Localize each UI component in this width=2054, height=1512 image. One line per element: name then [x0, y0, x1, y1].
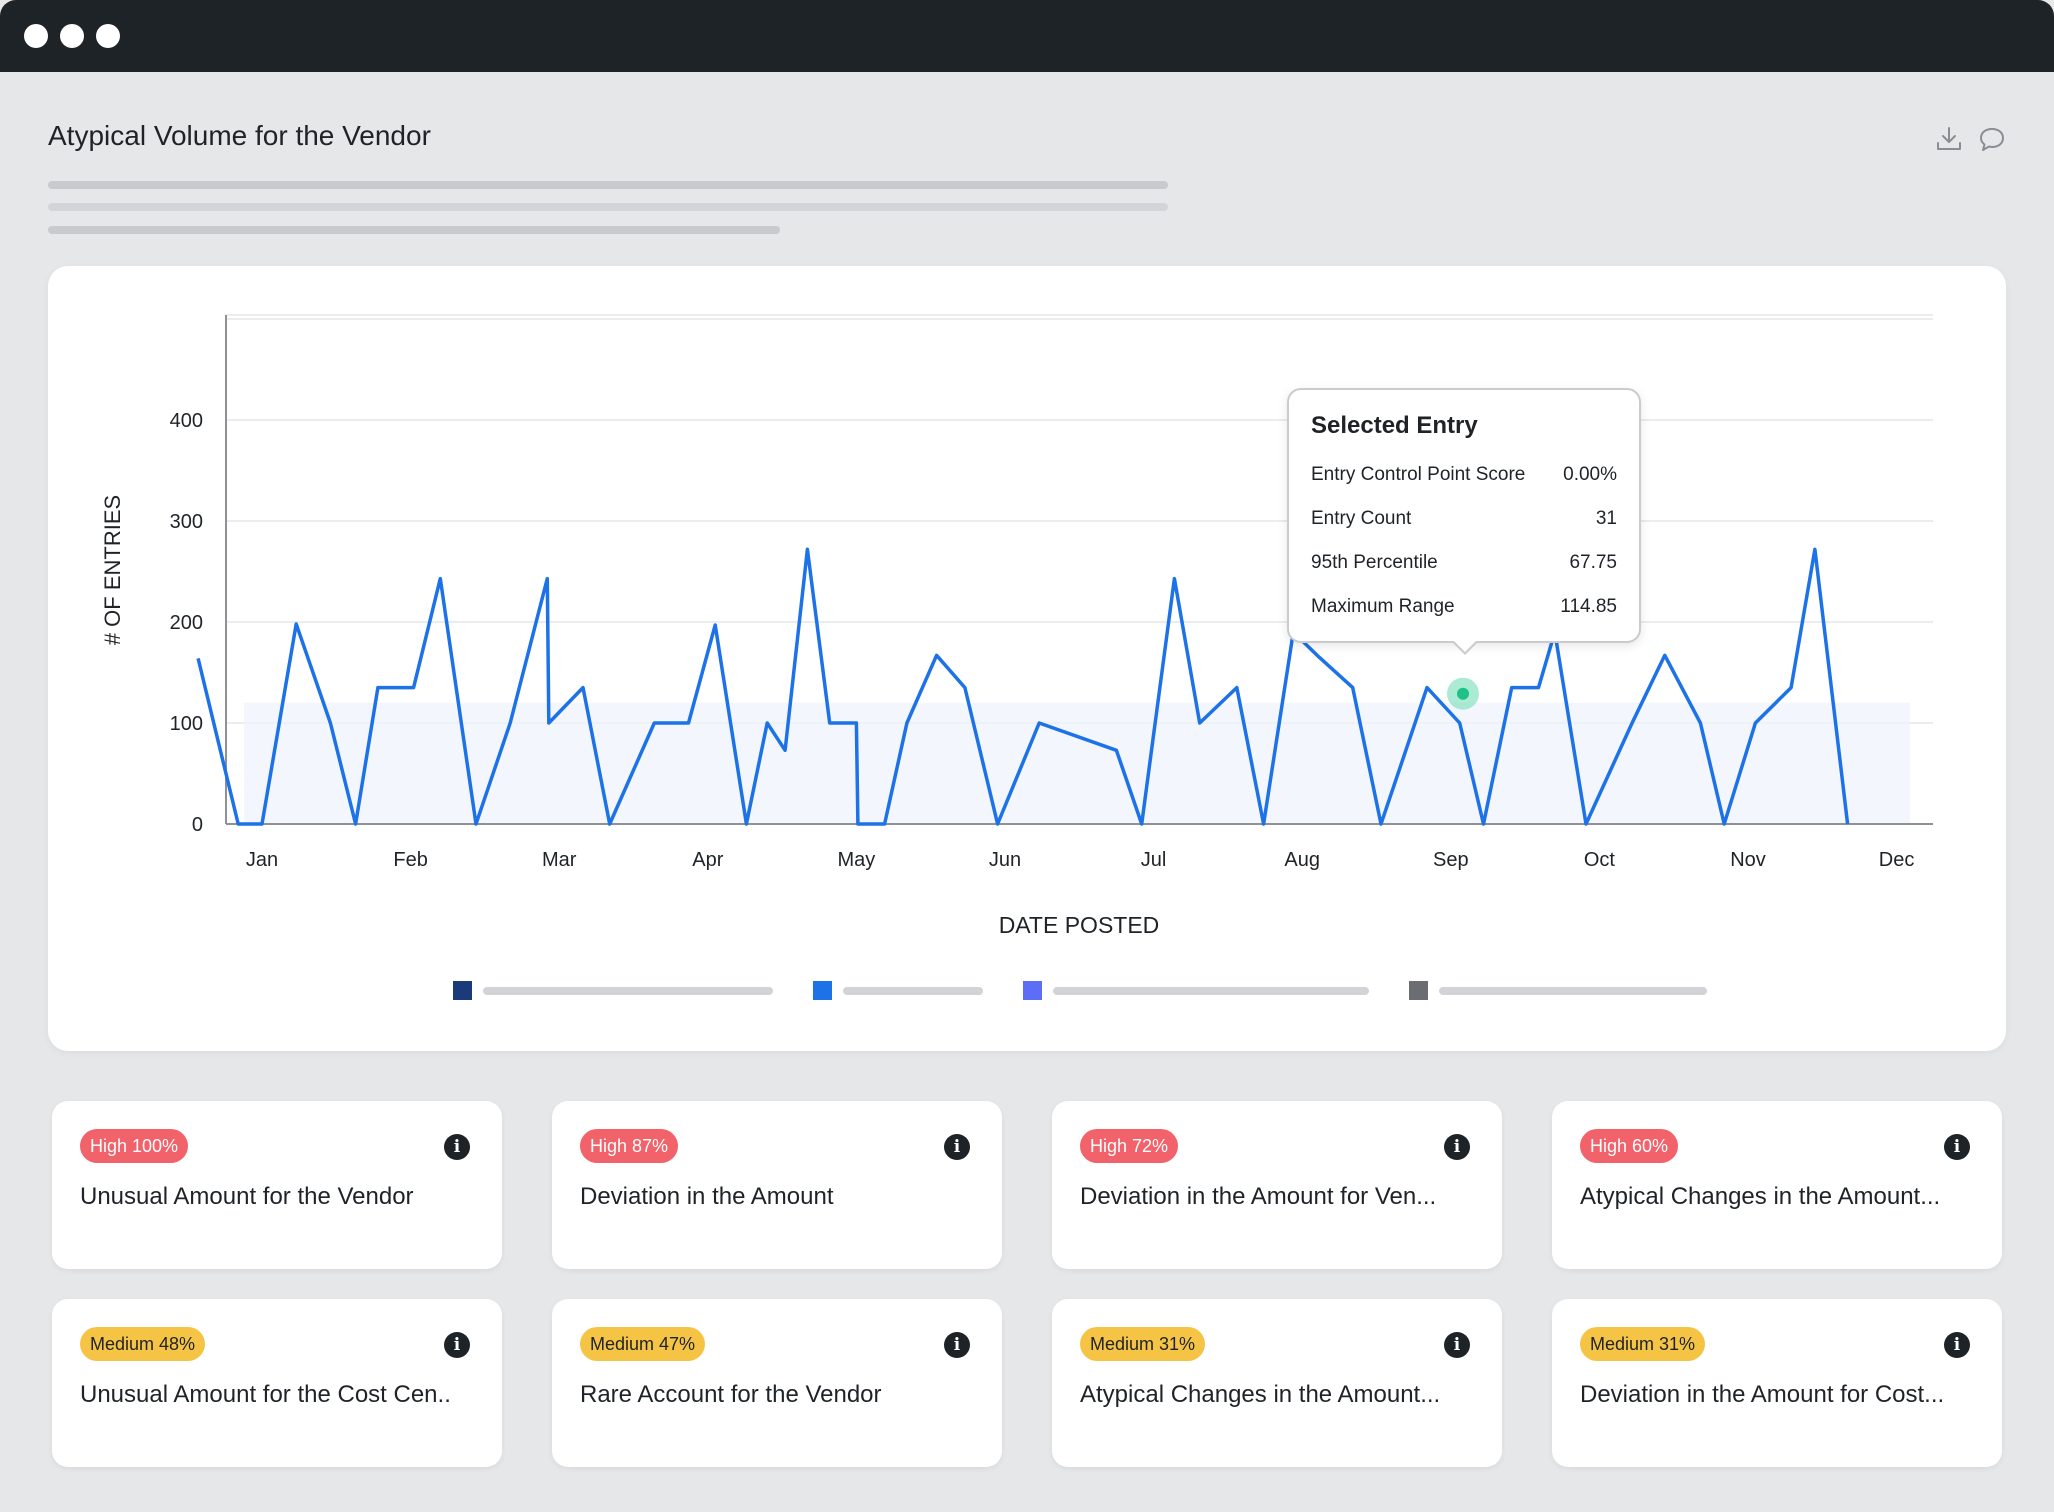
tooltip-row-label: Maximum Range	[1311, 596, 1455, 617]
description-placeholder-line	[48, 181, 1168, 189]
info-icon[interactable]: i	[1944, 1332, 1970, 1358]
risk-card[interactable]: Medium 31% i Deviation in the Amount for…	[1552, 1299, 2002, 1467]
description-placeholder-line	[48, 203, 1168, 211]
info-icon[interactable]: i	[944, 1134, 970, 1160]
risk-badge: High 72%	[1080, 1129, 1179, 1163]
info-icon[interactable]: i	[444, 1134, 470, 1160]
window-titlebar	[0, 0, 2054, 72]
risk-card-title: Deviation in the Amount for Cost...	[1580, 1381, 1945, 1408]
tooltip-row: Entry Count 31	[1311, 508, 1617, 538]
risk-badge: Medium 31%	[1580, 1327, 1706, 1361]
risk-card[interactable]: High 60% i Atypical Changes in the Amoun…	[1552, 1101, 2002, 1269]
window-control-minimize[interactable]	[60, 24, 84, 48]
risk-card-title: Unusual Amount for the Vendor	[80, 1183, 414, 1210]
window-control-close[interactable]	[24, 24, 48, 48]
tooltip-pointer-fill	[1453, 640, 1477, 652]
risk-card-title: Atypical Changes in the Amount...	[1080, 1381, 1441, 1408]
selected-entry-tooltip: Selected Entry Entry Control Point Score…	[1287, 388, 1641, 643]
tooltip-row-value: 114.85	[1560, 596, 1617, 617]
risk-card-title: Deviation in the Amount for Ven...	[1080, 1183, 1437, 1210]
comment-icon[interactable]	[1977, 124, 2007, 154]
tooltip-row-label: Entry Count	[1311, 508, 1412, 529]
risk-card-title: Atypical Changes in the Amount...	[1580, 1183, 1941, 1210]
tooltip-row-label: 95th Percentile	[1311, 552, 1438, 573]
info-icon[interactable]: i	[944, 1332, 970, 1358]
risk-badge: High 100%	[80, 1129, 189, 1163]
risk-card[interactable]: High 72% i Deviation in the Amount for V…	[1052, 1101, 1502, 1269]
risk-card[interactable]: Medium 31% i Atypical Changes in the Amo…	[1052, 1299, 1502, 1467]
tooltip-title: Selected Entry	[1311, 412, 1478, 439]
risk-card-title: Rare Account for the Vendor	[580, 1381, 882, 1408]
page-title: Atypical Volume for the Vendor	[48, 120, 431, 151]
info-icon[interactable]: i	[444, 1332, 470, 1358]
risk-card-title: Deviation in the Amount	[580, 1183, 834, 1210]
risk-card[interactable]: Medium 47% i Rare Account for the Vendor	[552, 1299, 1002, 1467]
window-control-maximize[interactable]	[96, 24, 120, 48]
tooltip-row-value: 67.75	[1569, 552, 1617, 573]
tooltip-row: Maximum Range 114.85	[1311, 596, 1617, 626]
risk-badge: Medium 31%	[1080, 1327, 1206, 1361]
risk-badge: Medium 48%	[80, 1327, 206, 1361]
risk-badge: High 60%	[1580, 1129, 1679, 1163]
risk-card-title: Unusual Amount for the Cost Cen..	[80, 1381, 451, 1408]
risk-card[interactable]: High 100% i Unusual Amount for the Vendo…	[52, 1101, 502, 1269]
tooltip-row-value: 0.00%	[1563, 464, 1617, 485]
risk-card[interactable]: Medium 48% i Unusual Amount for the Cost…	[52, 1299, 502, 1467]
risk-badge: High 87%	[580, 1129, 679, 1163]
tooltip-row-label: Entry Control Point Score	[1311, 464, 1526, 485]
selected-data-point[interactable]	[1457, 687, 1469, 700]
tooltip-row-value: 31	[1595, 508, 1617, 529]
info-icon[interactable]: i	[1944, 1134, 1970, 1160]
tooltip-row: 95th Percentile 67.75	[1311, 552, 1617, 582]
chart-card	[48, 266, 2006, 1051]
download-icon[interactable]	[1934, 124, 1964, 154]
tooltip-row: Entry Control Point Score 0.00%	[1311, 464, 1617, 494]
info-icon[interactable]: i	[1444, 1332, 1470, 1358]
description-placeholder-line	[48, 226, 780, 234]
risk-card[interactable]: High 87% i Deviation in the Amount	[552, 1101, 1002, 1269]
risk-badge: Medium 47%	[580, 1327, 706, 1361]
info-icon[interactable]: i	[1444, 1134, 1470, 1160]
